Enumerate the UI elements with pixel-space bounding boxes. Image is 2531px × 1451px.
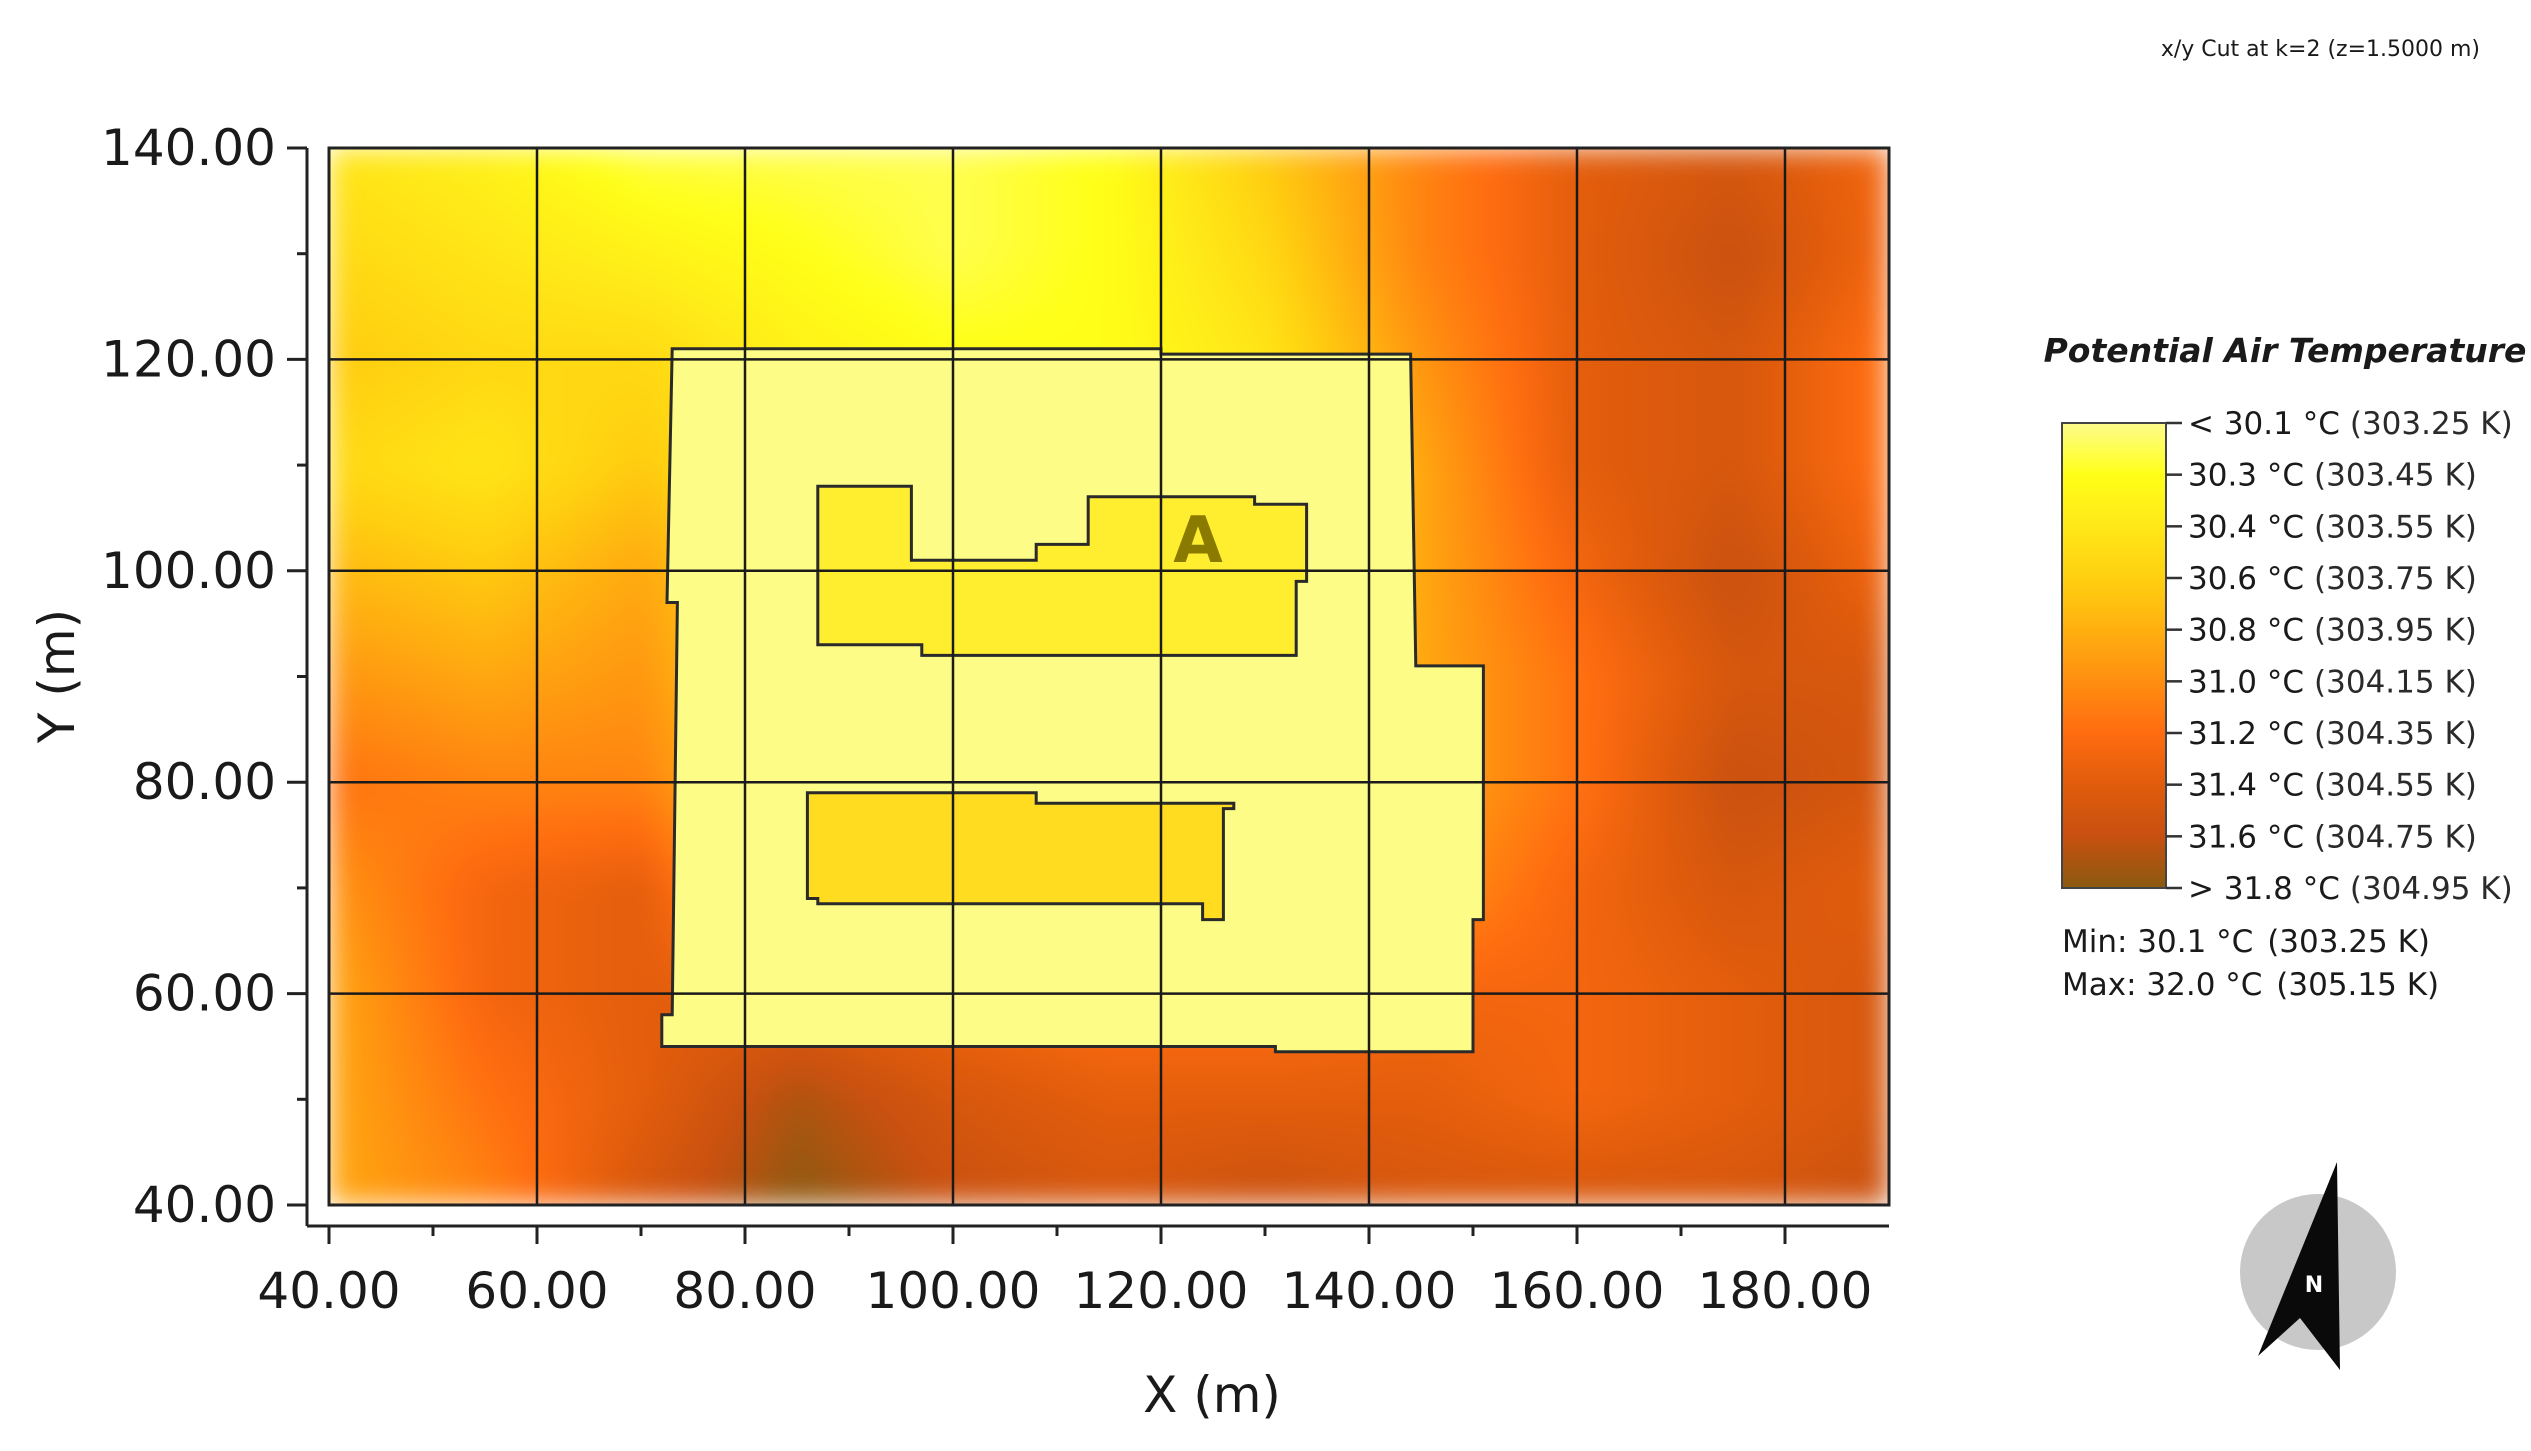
legend-entry-kelvin: (303.95 K)	[2314, 613, 2477, 649]
legend-min-kelvin: (303.25 K)	[2267, 924, 2430, 960]
legend-entry-kelvin: (303.55 K)	[2314, 509, 2477, 545]
legend-entry-celsius: 30.4 °C	[2188, 509, 2304, 545]
y-tick-label: 80.00	[133, 753, 276, 811]
legend-entry-label: 31.6 °C (304.75 K)	[2188, 819, 2477, 855]
x-axis-title: X (m)	[1143, 1366, 1281, 1424]
legend-entry-kelvin: (303.25 K)	[2350, 406, 2513, 442]
north-arrow-shape	[2258, 1162, 2340, 1370]
y-axis-title: Y (m)	[28, 609, 86, 744]
legend-entry-celsius: 30.3 °C	[2188, 458, 2304, 494]
legend-entry-kelvin: (303.45 K)	[2314, 458, 2477, 494]
y-tick-label: 100.00	[101, 542, 276, 600]
x-tick-label: 60.00	[465, 1262, 608, 1320]
legend-entry-label: 30.4 °C (303.55 K)	[2188, 509, 2477, 545]
legend-entry-label: > 31.8 °C (304.95 K)	[2188, 871, 2513, 907]
building-outer-block	[660, 347, 1485, 1054]
x-tick-label: 100.00	[866, 1262, 1041, 1320]
legend-entry-celsius: 31.2 °C	[2188, 716, 2304, 752]
legend-entry-celsius: 30.6 °C	[2188, 561, 2304, 597]
legend-entry-kelvin: (304.35 K)	[2314, 716, 2477, 752]
y-tick-label: 140.00	[101, 119, 276, 177]
x-tick-label: 140.00	[1282, 1262, 1457, 1320]
legend-entry-celsius: 30.8 °C	[2188, 613, 2304, 649]
legend-max-label: Max: 32.0 °C	[2062, 967, 2262, 1003]
cut-label: x/y Cut at k=2 (z=1.5000 m)	[2161, 37, 2480, 62]
legend-entry-kelvin: (303.75 K)	[2314, 561, 2477, 597]
legend-entries: < 30.1 °C (303.25 K) 30.3 °C (303.45 K) 30.4…	[2166, 406, 2513, 907]
legend-entry-celsius: > 31.8 °C	[2188, 871, 2340, 907]
x-tick-label: 80.00	[673, 1262, 816, 1320]
x-tick-label: 40.00	[257, 1262, 400, 1320]
legend-entry-label: 31.0 °C (304.15 K)	[2188, 664, 2477, 700]
legend-entry-label: 31.4 °C (304.55 K)	[2188, 768, 2477, 804]
north-arrow-icon: N	[2240, 1162, 2396, 1370]
legend-entry-label: 31.2 °C (304.35 K)	[2188, 716, 2477, 752]
y-tick-label: 40.00	[133, 1176, 276, 1234]
legend-colorbar	[2061, 422, 2167, 889]
legend-entry-label: < 30.1 °C (303.25 K)	[2188, 406, 2513, 442]
x-tick-label: 120.00	[1074, 1262, 1249, 1320]
axes: 40.00 60.00 80.00 100.00 120.00 140.00 160.00 1…	[101, 119, 1889, 1320]
legend: Potential Air Temperature < 30.1 °C (303.…	[2044, 331, 2527, 1003]
plot-border	[327, 146, 1891, 1207]
legend-entry-celsius: 31.4 °C	[2188, 768, 2304, 804]
x-tick-label: 160.00	[1490, 1262, 1665, 1320]
x-axis-ticks: 40.00 60.00 80.00 100.00 120.00 140.00 160.00 1…	[257, 1226, 1872, 1320]
y-tick-label: 120.00	[101, 330, 276, 388]
building-footprints	[660, 347, 1485, 1054]
heatmap-plot: A	[327, 146, 1891, 1207]
x-tick-label: 180.00	[1698, 1262, 1873, 1320]
legend-entry-kelvin: (304.55 K)	[2314, 768, 2477, 804]
legend-entry-celsius: 31.0 °C	[2188, 664, 2304, 700]
legend-min: Min: 30.1 °C (303.25 K)	[2062, 924, 2430, 960]
legend-entry-label: 30.6 °C (303.75 K)	[2188, 561, 2477, 597]
north-label: N	[2305, 1273, 2323, 1298]
legend-min-label: Min: 30.1 °C	[2062, 924, 2253, 960]
legend-entry-celsius: 31.6 °C	[2188, 819, 2304, 855]
y-axis-ticks: 40.00 60.00 80.00 100.00 120.00 140.00	[101, 119, 307, 1234]
legend-entry-label: 30.8 °C (303.95 K)	[2188, 613, 2477, 649]
legend-title: Potential Air Temperature	[2044, 331, 2527, 370]
building-annotation-a: A	[1173, 504, 1223, 578]
building-building-b	[805, 791, 1236, 922]
y-tick-label: 60.00	[133, 965, 276, 1023]
legend-entry-label: 30.3 °C (303.45 K)	[2188, 458, 2477, 494]
legend-max-kelvin: (305.15 K)	[2276, 967, 2439, 1003]
legend-entry-kelvin: (304.15 K)	[2314, 664, 2477, 700]
legend-entry-kelvin: (304.75 K)	[2314, 819, 2477, 855]
legend-entry-kelvin: (304.95 K)	[2350, 871, 2513, 907]
legend-entry-celsius: < 30.1 °C	[2188, 406, 2340, 442]
legend-max: Max: 32.0 °C (305.15 K)	[2062, 967, 2439, 1003]
